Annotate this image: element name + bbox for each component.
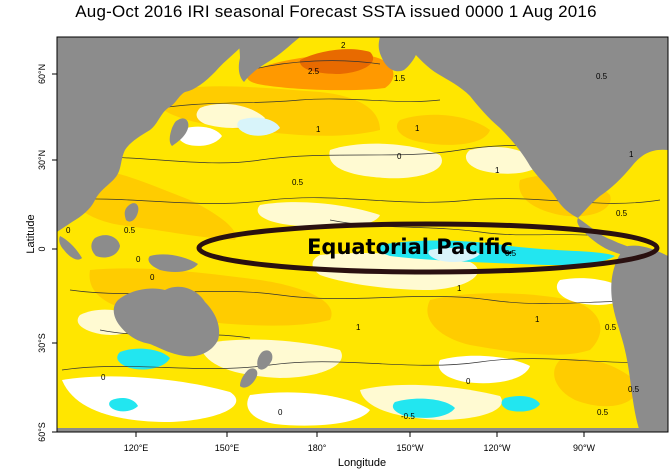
land-masses (57, 37, 668, 432)
alaska-land (378, 37, 420, 72)
map-frame (56, 36, 669, 433)
contour-label: 0 (101, 373, 106, 382)
equatorial-pacific-ellipse (196, 221, 660, 275)
map-title: Aug-Oct 2016 IRI seasonal Forecast SSTA … (75, 2, 597, 21)
contour-label: 0.5 (124, 226, 136, 235)
central-america-land (577, 218, 636, 255)
x-tick-label: 150°E (215, 443, 240, 453)
contour-label: 0 (278, 408, 283, 417)
kamchatka-land (238, 37, 300, 82)
contour-label: 0.5 (597, 408, 609, 417)
contour-label: 1.5 (394, 74, 406, 83)
contour-label: 0.5 (605, 323, 617, 332)
x-axis-label: Longitude (338, 457, 386, 469)
equatorial-pacific-label: Equatorial Pacific (307, 235, 513, 259)
contour-label: 1 (629, 150, 634, 159)
contour-label: 0.5 (292, 178, 304, 187)
y-tick-label: 30°N (37, 150, 47, 170)
x-tick-label: 150°W (396, 443, 424, 453)
x-tick-label: 90°W (573, 443, 596, 453)
new-zealand-land (257, 350, 273, 370)
y-tick-label: 60°N (37, 64, 47, 84)
contour-label: -0.5 (401, 412, 415, 421)
philippines-land (124, 203, 139, 222)
contour-label: 0 (466, 377, 471, 386)
asia-land (57, 37, 250, 232)
contour-label: 0 (66, 226, 71, 235)
contour-label: 1 (495, 166, 500, 175)
contour-label: 0.5 (616, 209, 628, 218)
south-america-land (611, 245, 668, 432)
contour-label: 0 (397, 152, 402, 161)
new-zealand-south-land (240, 368, 258, 388)
y-tick-label: 0 (37, 246, 47, 251)
contour-label: 0.5 (505, 249, 517, 258)
sumatra-land (59, 236, 82, 260)
x-tick-label: 120°E (124, 443, 149, 453)
y-tick-label: 60°S (37, 422, 47, 442)
new-guinea-land (148, 254, 198, 272)
contour-label: 1 (457, 284, 462, 293)
x-tick-label: 180° (308, 443, 327, 453)
contour-label: 2 (341, 41, 346, 50)
antarctica-land (57, 428, 668, 432)
anomaly-fields (60, 49, 640, 426)
x-tick-label: 120°W (483, 443, 511, 453)
contour-label: 0 (150, 273, 155, 282)
contour-label: 1 (316, 125, 321, 134)
y-axis-label: Latitude (25, 214, 37, 253)
contour-label: 1 (356, 323, 361, 332)
north-america-land (405, 37, 668, 218)
x-ticks (135, 432, 585, 437)
contour-label: 1 (415, 124, 420, 133)
borneo-land (91, 235, 120, 258)
contour-label: 1 (535, 315, 540, 324)
contour-label: 0.5 (628, 385, 640, 394)
contour-label: 0 (136, 255, 141, 264)
contour-label: 2.5 (308, 67, 320, 76)
contour-label: 0.5 (596, 72, 608, 81)
y-ticks (52, 73, 57, 433)
contour-labels: 2 2.5 1.5 0.5 1 1 0 0.5 1 1 0.5 0 0.5 0 … (66, 41, 640, 421)
y-tick-label: 30°S (37, 333, 47, 353)
japan-land (169, 118, 189, 146)
australia-land (113, 286, 220, 357)
